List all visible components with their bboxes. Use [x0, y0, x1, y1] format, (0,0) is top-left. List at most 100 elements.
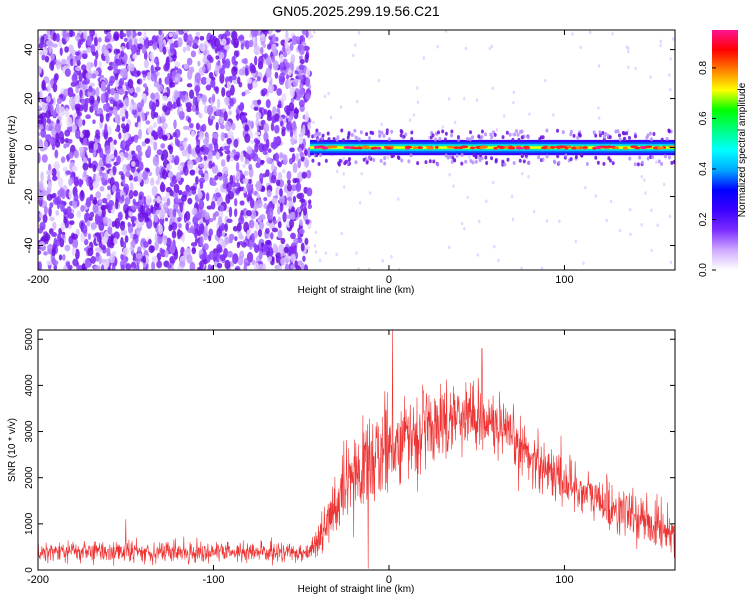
spectrogram-noise-blob — [301, 171, 307, 179]
spectrogram-noise-blob — [287, 78, 292, 89]
spectrogram-speck — [381, 258, 384, 263]
signal-edge-blob — [365, 160, 369, 165]
spectrogram-speck — [511, 217, 515, 222]
spectrogram-noise-blob — [45, 96, 51, 103]
spectrogram-speck — [589, 30, 592, 35]
spectrogram-noise-blob — [138, 128, 142, 140]
spectrogram-noise-blob — [214, 175, 219, 181]
signal-edge-blob — [446, 155, 450, 160]
spectrogram-noise-blob — [246, 145, 253, 155]
spectrogram-noise-blob — [266, 157, 272, 165]
spectrogram-noise-blob — [246, 182, 252, 191]
spectrogram-noise-blob — [113, 139, 117, 145]
spectrogram-noise-blob — [43, 140, 49, 150]
spectrogram-noise-blob — [202, 55, 208, 64]
spectrogram-noise-blob — [108, 80, 114, 87]
spectrogram-speck — [485, 199, 488, 204]
signal-edge-blob — [520, 135, 524, 140]
spectrogram-noise-blob — [270, 122, 275, 132]
spectrogram-noise-blob — [248, 163, 253, 171]
spectrogram-noise-blob — [168, 171, 174, 178]
spectrogram-noise-blob — [131, 160, 136, 167]
spectrogram-speck — [669, 56, 672, 61]
spectrogram-noise-blob — [85, 114, 91, 120]
spectrogram-noise-blob — [60, 156, 66, 164]
spectrogram-noise-blob — [244, 67, 249, 77]
spectrogram-noise-blob — [222, 182, 227, 190]
spectrogram-noise-blob — [130, 240, 136, 248]
signal-edge-blob — [640, 160, 644, 165]
spectrogram-noise-blob — [54, 123, 62, 133]
spectrogram-noise-blob — [131, 266, 135, 270]
spectrogram-noise-blob — [303, 45, 310, 52]
spectrogram-noise-blob — [209, 218, 214, 223]
signal-edge-blob — [638, 155, 642, 160]
spectrogram-noise-blob — [73, 150, 80, 159]
signal-peak-blob — [370, 146, 377, 150]
spectrogram-noise-blob — [135, 86, 141, 93]
spectrogram-noise-blob — [276, 160, 280, 166]
spectrogram-noise-blob — [52, 232, 58, 238]
spectrogram-noise-blob — [253, 106, 259, 111]
signal-edge-blob — [576, 135, 580, 140]
spectrogram-noise-blob — [233, 138, 239, 148]
spectrogram-speck — [357, 267, 360, 270]
spectrogram-noise-blob — [93, 196, 97, 205]
spectrogram-speck — [574, 239, 578, 244]
spectrogram-speck — [447, 96, 451, 101]
spectrogram-noise-blob — [199, 43, 206, 52]
spectrogram-noise-blob — [304, 237, 309, 246]
spectrogram-speck — [510, 194, 514, 199]
spectrogram-noise-blob — [38, 227, 43, 234]
spectrogram-noise-blob — [218, 216, 223, 227]
spectrogram-y-ticks: -40 -20 0 20 40 — [23, 43, 675, 253]
spectrogram-noise-blob — [198, 112, 203, 119]
spectrogram-noise-blob — [43, 251, 48, 256]
spectrogram-speck — [594, 194, 598, 198]
spectrogram-noise-blob — [275, 30, 282, 33]
spectrogram-noise-blob — [137, 172, 143, 183]
spectrogram-noise-blob — [213, 142, 219, 152]
spectrogram-noise-blob — [72, 238, 79, 249]
spectrogram-noise-blob — [55, 59, 61, 70]
spectrogram-noise-blob — [236, 50, 240, 57]
spectrogram-noise-blob — [127, 221, 131, 228]
spectrogram-speck — [478, 219, 481, 224]
spectrogram-noise-blob — [187, 197, 193, 205]
spectrogram-noise-blob — [38, 241, 46, 248]
spectrogram-noise-blob — [221, 87, 226, 97]
spectrogram-noise-blob — [258, 263, 265, 270]
spectrogram-noise-blob — [228, 238, 233, 244]
spectrogram-noise-blob — [194, 232, 198, 239]
spectrogram-noise-blob — [189, 261, 196, 270]
signal-edge-blob — [400, 158, 404, 163]
spectrogram-noise-blob — [109, 253, 115, 264]
signal-peak-blob — [327, 145, 335, 149]
spectrogram-noise-blob — [254, 55, 258, 66]
signal-edge-blob — [508, 132, 512, 137]
spectrogram-noise-blob — [168, 32, 174, 38]
signal-edge-blob — [437, 130, 441, 135]
spectrogram-noise-blob — [158, 224, 163, 235]
spectrogram-noise-blob — [215, 86, 219, 95]
spectrogram-noise-blob — [58, 131, 65, 141]
spectrogram-noise-blob — [125, 214, 129, 220]
spectrogram-noise-blob — [137, 161, 144, 171]
spectrogram-noise-blob — [82, 137, 88, 146]
spectrogram-speck — [502, 114, 506, 118]
signal-edge-blob — [399, 133, 403, 138]
spectrogram-noise-blob — [244, 124, 249, 132]
signal-edge-blob — [441, 129, 445, 134]
spectrogram-noise-blob — [266, 189, 272, 198]
spectrogram-noise-blob — [125, 263, 132, 270]
spectrogram-noise-blob — [226, 137, 232, 145]
spectrogram-noise-blob — [298, 228, 305, 234]
spectrogram-noise-blob — [130, 204, 137, 211]
spectrogram-noise-blob — [120, 264, 125, 270]
spectrogram-noise-blob — [38, 131, 41, 137]
spectrogram-noise-blob — [145, 120, 151, 125]
spectrogram-noise-blob — [65, 170, 72, 175]
spectrogram-noise-blob — [156, 149, 163, 156]
spectrogram-noise-blob — [44, 233, 51, 242]
spectrogram-noise-blob — [75, 106, 80, 115]
